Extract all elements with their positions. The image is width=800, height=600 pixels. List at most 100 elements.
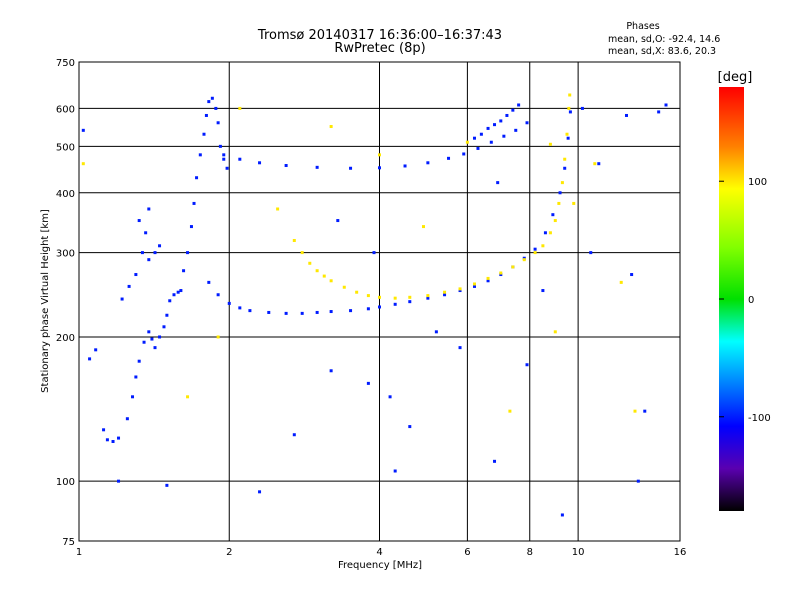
echo-point — [134, 375, 138, 379]
echo-point — [580, 106, 584, 110]
echo-point — [408, 295, 412, 299]
echo-point — [593, 162, 597, 166]
echo-point — [207, 100, 211, 104]
chart-subtitle: RwPretec (8p) — [334, 41, 425, 56]
echo-point — [153, 346, 157, 350]
echo-point — [292, 238, 296, 242]
echo-point — [533, 251, 537, 255]
echo-point — [144, 231, 148, 235]
echo-point — [238, 157, 242, 161]
echo-point — [329, 279, 333, 283]
echo-point — [458, 346, 462, 350]
echo-point — [329, 125, 333, 129]
echo-point — [225, 166, 229, 170]
echo-point — [366, 381, 370, 385]
echo-point — [403, 164, 407, 168]
echo-point — [472, 282, 476, 286]
echo-point — [366, 294, 370, 298]
echo-point — [408, 425, 412, 429]
echo-point — [300, 311, 304, 315]
plot-frame — [78, 61, 681, 542]
echo-point — [664, 103, 668, 107]
stats-o-line: mean, sd,O: -92.4, 14.6 — [608, 34, 720, 45]
echo-point — [198, 153, 202, 157]
echo-point — [486, 279, 490, 283]
echo-point — [81, 128, 85, 132]
echo-point — [393, 302, 397, 306]
echo-point — [179, 289, 183, 293]
echo-point — [322, 274, 326, 278]
echo-point — [566, 136, 570, 140]
echo-point — [142, 340, 146, 344]
colorbar-tick-label: -100 — [748, 413, 771, 424]
y-tick-label: 200 — [56, 333, 75, 344]
x-tick-label: 2 — [226, 547, 232, 558]
echo-point — [315, 310, 319, 314]
echo-point — [388, 395, 392, 399]
echo-point — [565, 132, 569, 136]
echo-point — [567, 106, 571, 110]
echo-point — [563, 166, 567, 170]
echo-point — [560, 513, 564, 517]
echo-point — [117, 479, 121, 483]
echo-point — [204, 113, 208, 117]
echo-point — [541, 244, 545, 248]
echo-point — [158, 335, 162, 339]
echo-point — [476, 146, 480, 150]
echo-point — [214, 106, 218, 110]
echo-point — [292, 433, 296, 437]
echo-point — [349, 166, 353, 170]
echo-point — [458, 287, 462, 291]
echo-point — [165, 483, 169, 487]
echo-point — [134, 273, 138, 277]
x-tick-label: 8 — [527, 547, 533, 558]
echo-point — [568, 110, 572, 114]
echo-point — [222, 153, 226, 157]
echo-point — [366, 307, 370, 311]
y-tick-label: 75 — [62, 537, 75, 548]
echo-point — [276, 207, 280, 211]
echo-point — [216, 335, 220, 339]
echo-point — [541, 289, 545, 293]
echo-point — [315, 165, 319, 169]
echo-point — [493, 459, 497, 463]
echo-point — [434, 330, 438, 334]
echo-point — [479, 132, 483, 136]
echo-point — [657, 110, 661, 114]
echo-point — [165, 313, 169, 317]
echo-point — [111, 440, 115, 444]
chart-title: Tromsø 20140317 16:36:00–16:37:43 — [257, 28, 502, 43]
echo-point — [117, 436, 121, 440]
echo-point — [393, 469, 397, 473]
echo-point — [258, 490, 262, 494]
y-tick-label: 750 — [56, 58, 75, 69]
echo-point — [636, 479, 640, 483]
echo-point — [315, 269, 319, 273]
echo-point — [543, 231, 547, 235]
y-tick-label: 500 — [56, 142, 75, 153]
echo-point — [630, 273, 634, 277]
echo-point — [308, 261, 312, 265]
echo-point — [127, 284, 131, 288]
echo-point — [210, 96, 214, 100]
echo-point — [189, 225, 193, 229]
echo-point — [222, 157, 226, 161]
echo-point — [505, 113, 509, 117]
y-tick-label: 300 — [56, 249, 75, 260]
echo-point — [147, 207, 151, 211]
echo-point — [525, 121, 529, 125]
x-tick-label: 16 — [674, 547, 687, 558]
echo-point — [300, 251, 304, 255]
x-tick-label: 4 — [376, 547, 382, 558]
echo-point — [589, 251, 593, 255]
echo-point — [619, 280, 623, 284]
y-axis-ticks: 75 100 200 300 400 500 600 750 — [56, 58, 75, 548]
echo-point — [238, 306, 242, 310]
echo-point — [568, 93, 572, 97]
echo-point — [548, 142, 552, 146]
echo-point — [597, 162, 601, 166]
echo-point — [227, 301, 231, 305]
echo-point — [486, 126, 490, 130]
echo-point — [218, 144, 222, 148]
